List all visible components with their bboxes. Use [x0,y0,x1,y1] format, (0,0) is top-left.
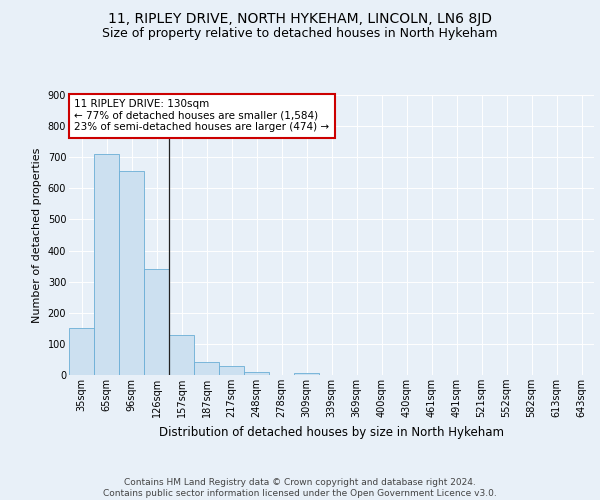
Text: 11 RIPLEY DRIVE: 130sqm
← 77% of detached houses are smaller (1,584)
23% of semi: 11 RIPLEY DRIVE: 130sqm ← 77% of detache… [74,99,329,132]
Bar [144,269,169,375]
Bar [219,366,244,375]
Bar [244,372,269,375]
Bar [194,362,219,375]
Text: Size of property relative to detached houses in North Hykeham: Size of property relative to detached ho… [102,28,498,40]
Text: 11, RIPLEY DRIVE, NORTH HYKEHAM, LINCOLN, LN6 8JD: 11, RIPLEY DRIVE, NORTH HYKEHAM, LINCOLN… [108,12,492,26]
Bar [119,171,144,375]
Bar [294,372,319,375]
Text: Contains HM Land Registry data © Crown copyright and database right 2024.
Contai: Contains HM Land Registry data © Crown c… [103,478,497,498]
Bar [69,328,94,375]
Y-axis label: Number of detached properties: Number of detached properties [32,148,42,322]
Bar [94,154,119,375]
X-axis label: Distribution of detached houses by size in North Hykeham: Distribution of detached houses by size … [159,426,504,438]
Bar [169,335,194,375]
